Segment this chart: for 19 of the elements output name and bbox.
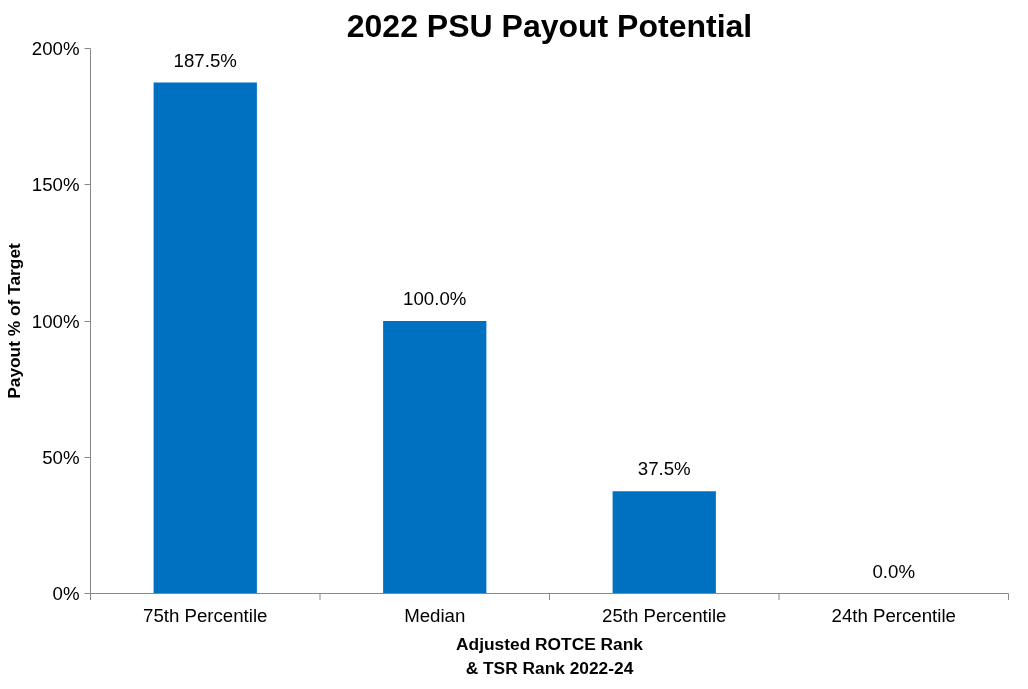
- x-axis-title: Adjusted ROTCE Rank & TSR Rank 2022-24: [456, 633, 644, 678]
- bar: [153, 82, 257, 594]
- y-tick-label: 200%: [31, 38, 80, 59]
- y-axis-title: Payout % of Target: [3, 242, 24, 399]
- bar: [612, 491, 716, 594]
- y-tick-label: 100%: [31, 310, 80, 332]
- x-tick-label: Median: [404, 604, 466, 626]
- y-tick-label: 50%: [42, 446, 80, 468]
- y-tick-label: 150%: [31, 174, 80, 196]
- y-tick-label: 0%: [52, 583, 80, 604]
- x-tick-label: 24th Percentile: [831, 604, 956, 626]
- text: 37.5%: [637, 458, 691, 480]
- bar: [383, 321, 487, 594]
- text: 187.5%: [173, 49, 237, 71]
- text: 0.0%: [872, 560, 916, 582]
- x-tick-label: 25th Percentile: [602, 604, 727, 626]
- text: 100.0%: [403, 288, 467, 309]
- x-tick-label: 75th Percentile: [143, 604, 268, 626]
- chart-title: 2022 PSU Payout Potential: [346, 7, 753, 44]
